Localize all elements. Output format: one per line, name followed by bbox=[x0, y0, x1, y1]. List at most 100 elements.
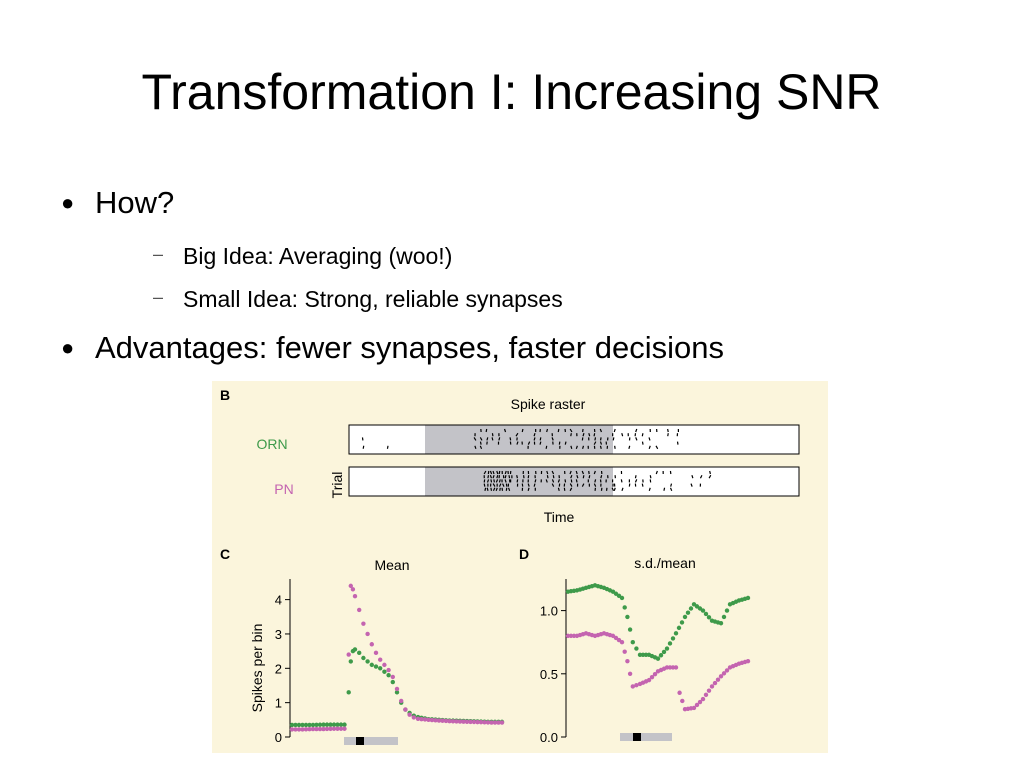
data-point-orn bbox=[706, 615, 712, 620]
spike-tick bbox=[599, 437, 602, 441]
chart-c-stimulus-mark bbox=[356, 737, 364, 745]
spike-tick bbox=[600, 475, 603, 479]
data-point-orn bbox=[661, 649, 667, 655]
spike-tick bbox=[504, 479, 507, 483]
spike-tick bbox=[533, 433, 536, 437]
spike-tick bbox=[496, 470, 499, 475]
data-point-orn bbox=[307, 722, 312, 728]
data-point-orn bbox=[382, 669, 387, 674]
data-point-orn bbox=[655, 656, 661, 661]
data-point-pn bbox=[331, 726, 337, 731]
spike-tick bbox=[515, 432, 519, 437]
spike-tick bbox=[612, 437, 615, 441]
data-point-orn bbox=[745, 595, 751, 601]
data-point-pn bbox=[324, 726, 330, 732]
spike-tick bbox=[691, 475, 694, 479]
spike-tick bbox=[557, 487, 560, 491]
spike-tick bbox=[593, 441, 597, 445]
spike-tick bbox=[545, 445, 548, 449]
data-point-pn bbox=[634, 682, 639, 688]
data-point-pn bbox=[433, 718, 438, 723]
chart-c-points bbox=[289, 583, 505, 732]
spike-tick bbox=[489, 475, 493, 479]
data-point-pn bbox=[489, 720, 494, 725]
dash-icon: – bbox=[153, 287, 164, 307]
data-point-pn bbox=[745, 658, 751, 664]
data-point-pn bbox=[390, 674, 395, 680]
data-point-pn bbox=[422, 717, 428, 722]
spike-tick bbox=[655, 445, 659, 450]
spike-tick bbox=[483, 470, 487, 475]
data-point-pn bbox=[677, 690, 682, 695]
data-point-pn bbox=[724, 668, 730, 673]
data-point-pn bbox=[373, 650, 379, 656]
data-point-pn bbox=[378, 657, 383, 662]
spike-tick bbox=[634, 479, 638, 483]
spike-tick bbox=[486, 487, 489, 491]
spike-tick bbox=[485, 428, 488, 433]
spike-tick bbox=[489, 470, 493, 475]
data-point-pn bbox=[627, 671, 633, 676]
spike-tick bbox=[569, 487, 573, 492]
panel-c-letter: C bbox=[220, 546, 230, 562]
data-point-pn bbox=[328, 726, 333, 732]
paper-figure: B Spike raster ORN PN Trial Time C Mean … bbox=[212, 381, 828, 753]
data-point-pn bbox=[447, 719, 452, 724]
data-point-pn bbox=[296, 727, 302, 732]
spike-tick bbox=[621, 433, 624, 437]
data-point-pn bbox=[310, 726, 316, 732]
data-point-orn bbox=[289, 722, 295, 728]
spike-tick bbox=[570, 445, 573, 449]
spike-tick bbox=[649, 475, 652, 479]
bullet-advantages: ● Advantages: fewer synapses, faster dec… bbox=[61, 330, 724, 366]
spike-tick bbox=[508, 475, 511, 479]
chart-d-points bbox=[565, 583, 751, 712]
spike-tick bbox=[667, 428, 669, 433]
spike-tick bbox=[527, 441, 531, 445]
data-point-pn bbox=[468, 719, 473, 725]
data-point-orn bbox=[300, 722, 305, 728]
spike-tick bbox=[593, 433, 596, 437]
data-point-pn bbox=[706, 688, 712, 693]
data-point-orn bbox=[703, 611, 709, 617]
spike-tick bbox=[575, 470, 578, 475]
spike-tick bbox=[539, 437, 542, 441]
spike-tick bbox=[690, 483, 693, 487]
data-point-pn bbox=[443, 718, 449, 724]
spike-tick bbox=[552, 475, 555, 479]
figure-canvas: B Spike raster ORN PN Trial Time C Mean … bbox=[220, 387, 800, 745]
data-point-pn bbox=[499, 720, 505, 725]
data-point-pn bbox=[407, 712, 412, 717]
spike-tick bbox=[564, 441, 567, 445]
spike-tick bbox=[491, 437, 494, 441]
data-point-pn bbox=[622, 649, 627, 654]
spike-tick bbox=[362, 445, 365, 449]
data-point-pn bbox=[369, 642, 374, 647]
data-point-orn bbox=[390, 679, 395, 685]
spike-tick bbox=[516, 441, 519, 445]
data-point-pn bbox=[307, 727, 312, 732]
spike-tick bbox=[582, 445, 585, 449]
spike-tick bbox=[708, 474, 712, 479]
chart-d-y-ticks: 0.0 0.5 1.0 bbox=[540, 604, 566, 745]
spike-tick bbox=[533, 483, 536, 487]
spike-tick bbox=[504, 475, 507, 479]
data-point-pn bbox=[691, 705, 697, 711]
data-point-orn bbox=[331, 722, 337, 727]
spike-tick bbox=[599, 428, 603, 433]
raster-orn-spikes bbox=[361, 428, 680, 450]
data-point-orn bbox=[335, 722, 340, 727]
data-point-orn bbox=[310, 722, 316, 728]
spike-tick bbox=[628, 445, 631, 449]
panel-b-letter: B bbox=[220, 387, 230, 403]
data-point-pn bbox=[712, 680, 718, 686]
spike-tick bbox=[495, 479, 499, 483]
data-point-pn bbox=[440, 718, 445, 723]
spike-tick bbox=[582, 433, 585, 437]
spike-tick bbox=[516, 475, 518, 479]
data-point-orn bbox=[718, 621, 724, 626]
spike-tick bbox=[502, 483, 505, 487]
data-point-pn bbox=[429, 717, 435, 723]
data-point-orn bbox=[361, 655, 366, 661]
spike-tick bbox=[599, 441, 603, 445]
